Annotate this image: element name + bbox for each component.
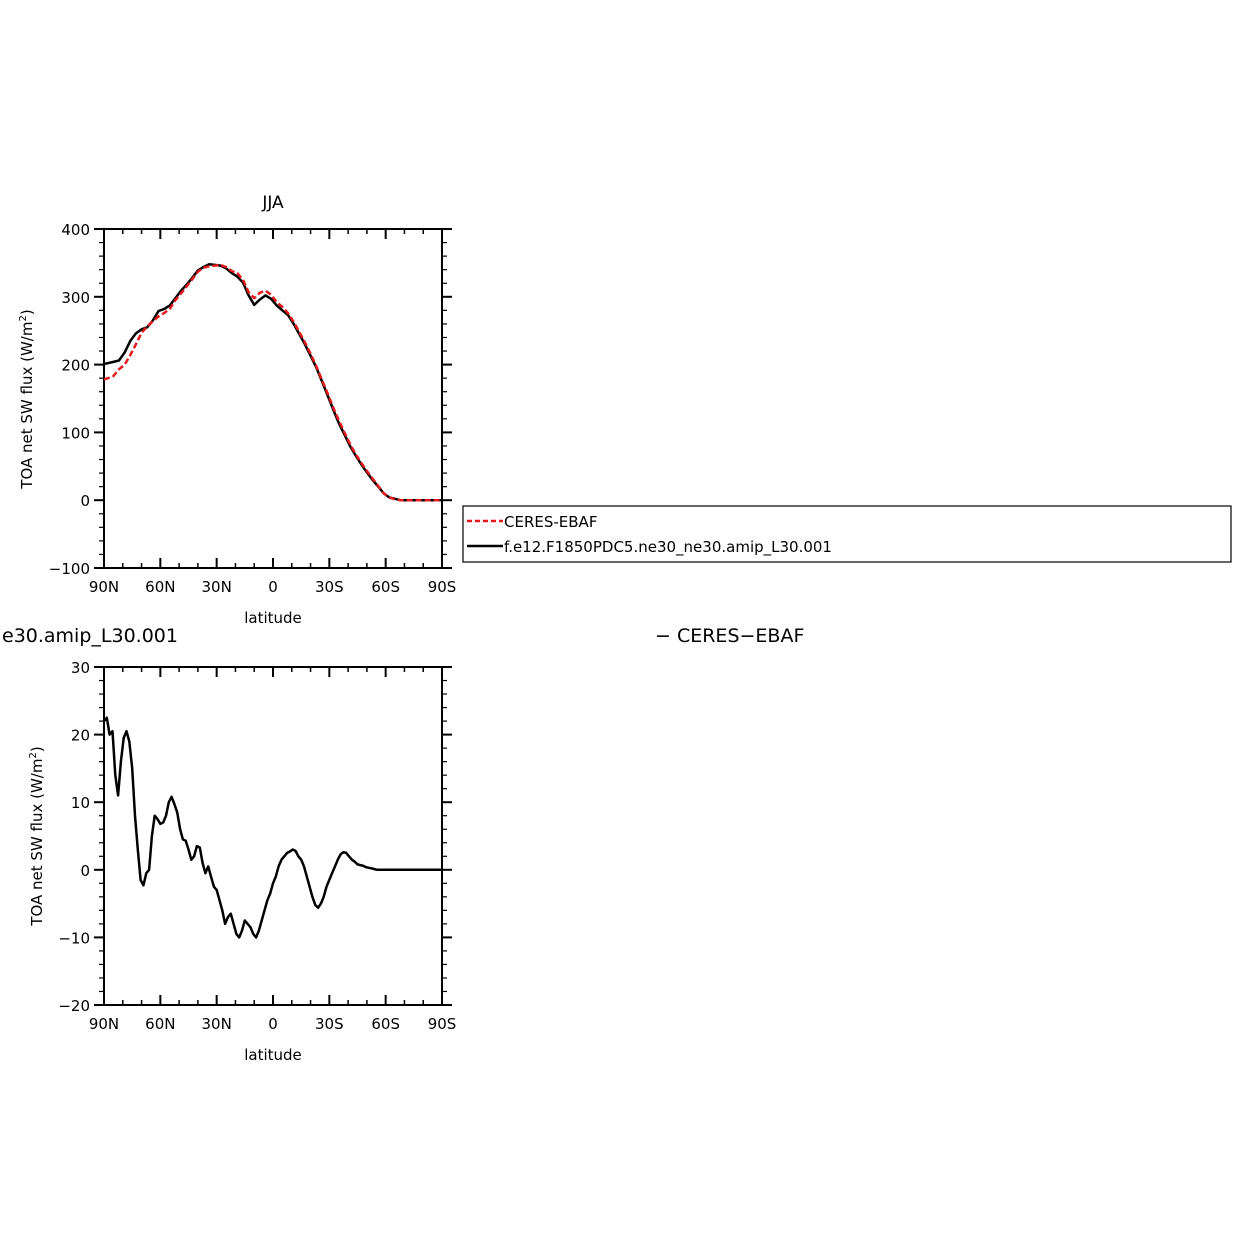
- y-tick-label: −100: [49, 560, 90, 578]
- x-tick-label: 60S: [371, 578, 400, 596]
- plot-frame: [103, 666, 443, 1006]
- legend: CERES-EBAF f.e12.F1850PDC5.ne30_ne30.ami…: [462, 505, 1232, 563]
- series-line-1: [103, 263, 442, 502]
- bottom-panel: e30.amip_L30.001 − CERES−EBAF 90N 60N 30N 0…: [2, 625, 804, 1064]
- x-tick-label: 30S: [315, 578, 344, 596]
- y-tick-label: 20: [71, 727, 90, 745]
- legend-label-ceres: CERES-EBAF: [504, 513, 597, 531]
- x-tick-label: 0: [268, 1015, 278, 1033]
- series-lines: [103, 716, 442, 939]
- y-tick-label: 100: [61, 424, 90, 442]
- y-axis-label-main: TOA net SW flux (W/m: [28, 759, 46, 927]
- series-lines: [103, 263, 442, 502]
- y-tick-label: 30: [71, 659, 90, 677]
- legend-box: [462, 505, 1232, 563]
- x-tick-label: 90S: [428, 578, 457, 596]
- y-axis-label: TOA net SW flux (W/m2): [28, 746, 46, 926]
- y-axis-label-end: ): [28, 746, 46, 752]
- x-tick-label: 30N: [202, 1015, 232, 1033]
- x-tick-label: 60N: [145, 1015, 175, 1033]
- x-tick-label: 90N: [89, 578, 119, 596]
- axis-ticks: 90N 60N 30N 0 30S 60S 90S −20 −10 0 10 20 30: [58, 659, 456, 1033]
- y-axis-label: TOA net SW flux (W/m2): [18, 309, 36, 489]
- axis-ticks: 90N 60N 30N 0 30S 60S 90S −100 0 100 200 300 400: [49, 221, 457, 596]
- x-axis-label: latitude: [244, 1046, 302, 1064]
- chart-title: JJA: [261, 193, 284, 213]
- y-tick-label: −20: [58, 997, 90, 1015]
- series-line-0: [103, 263, 442, 502]
- chart-title-right: − CERES−EBAF: [655, 625, 804, 647]
- x-tick-label: 90S: [428, 1015, 457, 1033]
- legend-label-model: f.e12.F1850PDC5.ne30_ne30.amip_L30.001: [504, 538, 832, 557]
- x-tick-label: 30S: [315, 1015, 344, 1033]
- top-panel: JJA 90N 60N 30N 0 30S 60S 90S −100 0 100 200 300 400…: [18, 193, 456, 627]
- y-tick-label: 200: [61, 357, 90, 375]
- series-line-0: [103, 716, 442, 939]
- x-axis-label: latitude: [244, 609, 302, 627]
- y-axis-label-sup: 2: [28, 752, 39, 758]
- x-tick-label: 60N: [145, 578, 175, 596]
- chart-title-left: e30.amip_L30.001: [2, 625, 178, 647]
- x-tick-label: 30N: [202, 578, 232, 596]
- y-tick-label: 10: [71, 794, 90, 812]
- x-tick-label: 90N: [89, 1015, 119, 1033]
- y-tick-label: −10: [58, 929, 90, 947]
- y-axis-label-end: ): [18, 309, 36, 315]
- y-tick-label: 0: [80, 862, 90, 880]
- y-tick-label: 400: [61, 221, 90, 239]
- y-tick-label: 0: [80, 492, 90, 510]
- x-tick-label: 0: [268, 578, 278, 596]
- y-axis-label-sup: 2: [18, 315, 29, 321]
- plot-frame: [103, 228, 443, 569]
- y-tick-label: 300: [61, 289, 90, 307]
- y-axis-label-main: TOA net SW flux (W/m: [18, 322, 36, 490]
- x-tick-label: 60S: [371, 1015, 400, 1033]
